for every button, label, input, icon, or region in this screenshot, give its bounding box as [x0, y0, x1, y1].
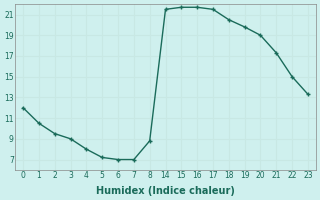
X-axis label: Humidex (Indice chaleur): Humidex (Indice chaleur) — [96, 186, 235, 196]
